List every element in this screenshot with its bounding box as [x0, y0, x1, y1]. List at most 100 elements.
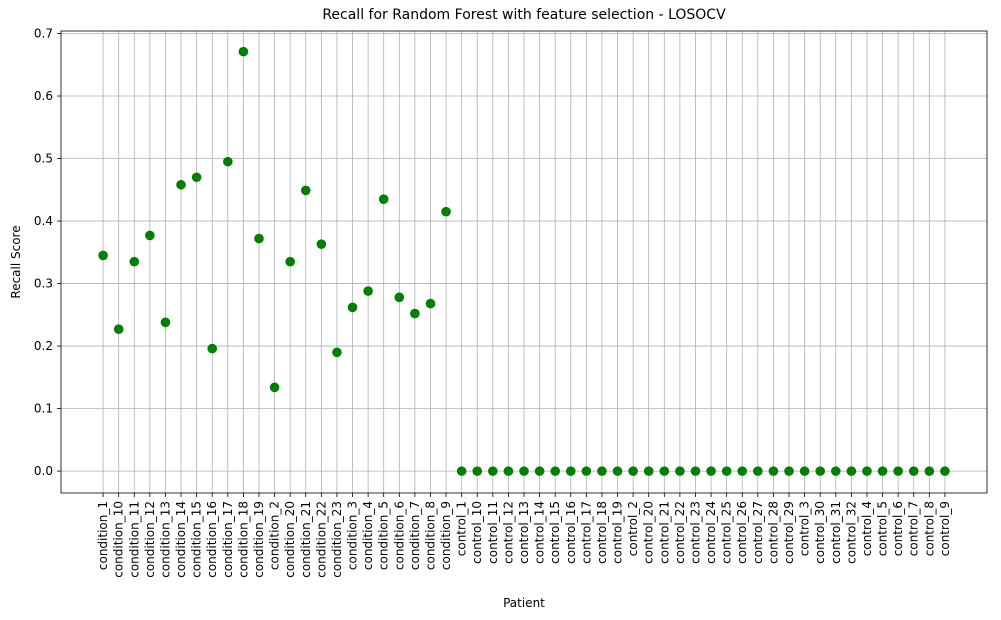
x-tick-label: control_2: [626, 501, 640, 556]
y-tick-label: 0.1: [34, 402, 53, 416]
point: [784, 466, 794, 476]
x-tick-label: control_19: [611, 501, 625, 564]
x-tick-label: control_1: [455, 501, 469, 556]
point: [597, 466, 607, 476]
point: [410, 308, 420, 319]
point: [363, 286, 373, 296]
point: [269, 382, 280, 393]
x-tick-label: control_31: [829, 501, 843, 564]
x-tick-label: condition_8: [423, 501, 437, 570]
x-tick-label: control_8: [922, 501, 936, 556]
x-tick-label: condition_4: [361, 501, 375, 570]
point: [129, 256, 140, 267]
point: [145, 230, 155, 241]
point: [176, 179, 186, 190]
x-tick-label: condition_10: [112, 501, 126, 578]
point: [799, 466, 810, 476]
point: [675, 466, 685, 476]
x-tick-label: control_22: [673, 501, 687, 564]
point: [659, 466, 670, 476]
point: [488, 466, 498, 476]
y-tick-label: 0.5: [34, 152, 53, 166]
x-tick-label: condition_19: [252, 501, 266, 578]
point: [160, 317, 171, 328]
y-tick-label: 0.2: [34, 339, 53, 353]
point: [550, 466, 560, 476]
point: [98, 250, 108, 261]
y-tick-label: 0.3: [34, 277, 53, 291]
point: [846, 466, 857, 476]
y-tick-label: 0.7: [34, 27, 53, 41]
x-tick-label: control_5: [876, 501, 890, 556]
chart-title: Recall for Random Forest with feature se…: [322, 7, 726, 23]
point: [223, 156, 233, 167]
x-tick-label: condition_12: [143, 501, 157, 578]
point: [940, 466, 950, 476]
point: [332, 347, 342, 358]
x-tick-label: condition_7: [408, 501, 422, 570]
x-tick-label: control_28: [766, 501, 780, 564]
x-tick-label: control_12: [501, 501, 515, 564]
point: [394, 292, 405, 303]
y-axis-label: Recall Score: [9, 225, 23, 298]
x-tick-label: control_27: [751, 501, 765, 564]
x-tick-label: control_9: [938, 501, 952, 556]
x-tick-label: condition_1: [96, 501, 110, 570]
point: [565, 466, 576, 476]
x-tick-label: control_6: [891, 501, 905, 556]
point: [768, 466, 779, 476]
point: [628, 466, 638, 476]
point: [378, 194, 389, 204]
point: [830, 466, 841, 476]
x-tick-label: condition_15: [190, 501, 204, 578]
point: [908, 466, 919, 476]
x-axis-label: Patient: [503, 596, 545, 610]
x-tick-label: control_21: [657, 501, 671, 564]
point: [706, 466, 716, 476]
point: [581, 466, 592, 476]
x-tick-label: control_17: [579, 501, 593, 564]
x-tick-label: control_20: [642, 501, 656, 564]
point: [862, 466, 872, 476]
x-tick-label: control_7: [907, 501, 921, 556]
x-tick-label: condition_11: [127, 501, 141, 578]
point: [441, 206, 451, 217]
x-tick-label: condition_9: [439, 501, 453, 570]
x-tick-label: control_24: [704, 501, 718, 564]
x-tick-label: control_13: [517, 501, 531, 564]
x-tick-label: control_30: [813, 501, 827, 564]
x-tick-label: control_11: [486, 501, 500, 564]
x-tick-label: control_23: [688, 501, 702, 564]
point: [503, 466, 514, 476]
point: [316, 239, 327, 249]
x-tick-label: condition_23: [330, 501, 344, 578]
point: [472, 466, 483, 476]
point: [191, 172, 202, 183]
point: [347, 302, 358, 313]
x-tick-label: condition_3: [346, 501, 360, 570]
point: [893, 466, 903, 476]
x-tick-label: control_10: [470, 501, 484, 564]
point: [612, 466, 623, 476]
x-tick-label: control_29: [782, 501, 796, 564]
x-tick-label: control_15: [548, 501, 562, 564]
x-tick-label: condition_6: [392, 501, 406, 570]
point: [207, 343, 218, 354]
x-tick-label: condition_5: [377, 501, 391, 570]
points: [98, 46, 950, 476]
grid: [61, 31, 987, 493]
point: [877, 466, 888, 476]
x-tick-label: control_16: [564, 501, 578, 564]
x-tick-label: condition_17: [221, 501, 235, 578]
x-tick-label: condition_14: [174, 501, 188, 578]
point: [113, 324, 124, 335]
point: [721, 466, 732, 476]
x-tick-label: control_32: [844, 501, 858, 564]
x-tick-label: condition_2: [268, 501, 282, 570]
point: [643, 466, 654, 476]
point: [254, 233, 264, 244]
x-tick-label: control_18: [595, 501, 609, 564]
y-tick-label: 0.4: [34, 214, 53, 228]
